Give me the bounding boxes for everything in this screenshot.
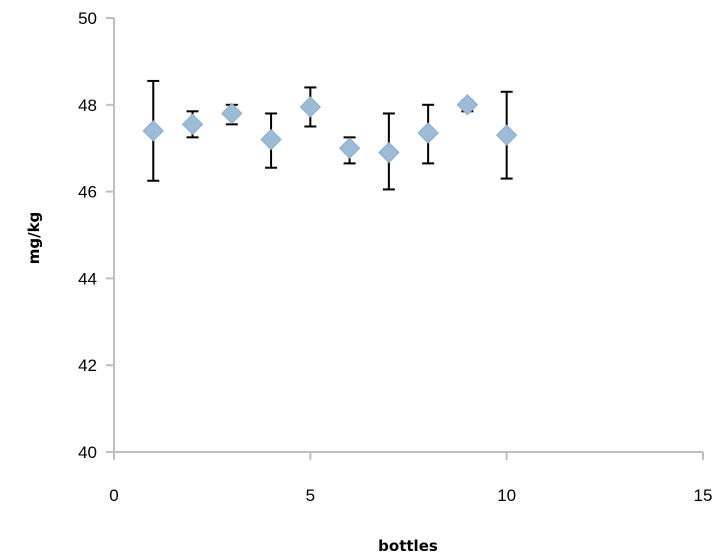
data-point <box>456 94 479 116</box>
tick-labels: 40 42 44 46 48 50 0 5 10 15 <box>78 9 712 505</box>
y-tick-label: 50 <box>78 9 97 28</box>
x-tick-label: 5 <box>306 486 315 505</box>
data-point <box>181 113 204 136</box>
y-tick-label: 40 <box>78 443 97 462</box>
y-tick-label: 48 <box>78 96 97 115</box>
x-tick-label: 0 <box>109 486 118 505</box>
data-point <box>495 124 518 146</box>
y-tick-label: 42 <box>78 356 97 375</box>
data-point <box>378 141 400 164</box>
data-point <box>260 128 282 151</box>
data-point <box>142 120 164 142</box>
x-tick-label: 15 <box>694 486 713 505</box>
data-point <box>299 96 322 118</box>
y-axis-title: mg/kg <box>25 212 43 265</box>
x-axis-title: bottles <box>378 537 438 555</box>
y-tick-label: 44 <box>78 269 97 288</box>
data-point <box>338 137 361 159</box>
chart-axes <box>106 17 704 460</box>
y-tick-label: 46 <box>78 183 97 202</box>
data-point <box>221 102 243 125</box>
data-points <box>142 94 518 164</box>
x-tick-label: 10 <box>497 486 516 505</box>
data-point <box>417 122 439 144</box>
error-bars <box>147 79 513 191</box>
